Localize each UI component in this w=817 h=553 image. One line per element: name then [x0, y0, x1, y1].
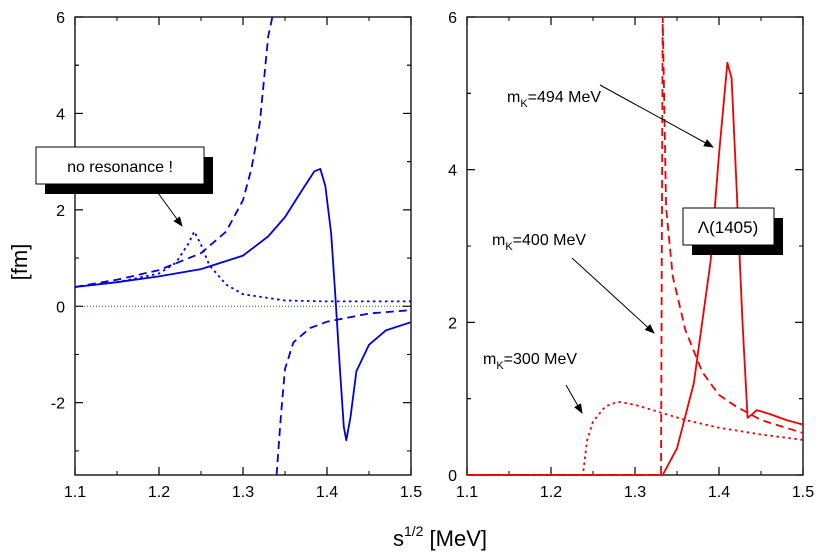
- left-series-solid-line: [74, 168, 412, 442]
- right-x-tick-label: 1.4: [708, 484, 730, 501]
- right-y-tick-label: 2: [448, 315, 457, 332]
- right-series-dotted-line: [467, 400, 804, 476]
- annotation-box: [35, 146, 205, 185]
- right-panel-series: [467, 16, 804, 476]
- x-axis-label-base: s: [393, 526, 404, 551]
- left-x-tick-label: 1.4: [316, 484, 338, 501]
- lambda-box: [682, 207, 775, 246]
- annotation-mk-400: mK=400 MeV: [492, 232, 655, 334]
- left-panel-series: [74, 16, 412, 476]
- annotation-text-mk-300: mK=300 MeV: [483, 351, 577, 372]
- left-y-tick-label: 6: [56, 10, 65, 27]
- right-x-tick-label: 1.1: [456, 484, 478, 501]
- right-x-tick-label: 1.5: [792, 484, 814, 501]
- left-axis-ticks: 1.1 1.2 1.3 1.4 1.5 -2 0 2 4 6: [51, 10, 422, 501]
- lambda-1405-label: Λ(1405): [682, 207, 783, 255]
- annotation-arrow-mk-400: [571, 257, 655, 334]
- left-y-tick-label: -2: [51, 396, 65, 413]
- left-y-tick-label: 0: [56, 299, 65, 316]
- left-series-dotted-line: [74, 230, 411, 303]
- lambda-label-text: Λ(1405): [698, 218, 759, 237]
- right-y-tick-label: 0: [448, 468, 457, 485]
- right-x-tick-label: 1.2: [540, 484, 562, 501]
- left-x-tick-label: 1.5: [400, 484, 422, 501]
- annotation-text-no-resonance: no resonance !: [67, 159, 173, 176]
- annotation-mk-494: mK=494 MeV: [507, 84, 714, 148]
- right-y-tick-label: 4: [448, 163, 457, 180]
- annotation-arrow-mk-300: [565, 384, 583, 414]
- right-series-dashed-line: [467, 16, 804, 476]
- right-series-solid-line: [467, 61, 804, 476]
- right-x-tick-label: 1.3: [624, 484, 646, 501]
- y-axis-label: [fm]: [7, 244, 32, 281]
- annotation-no-resonance: no resonance !: [35, 146, 213, 227]
- annotation-mk-300: mK=300 MeV: [483, 351, 583, 414]
- annotation-arrow-mk-494: [599, 84, 714, 148]
- left-x-tick-label: 1.2: [148, 484, 170, 501]
- left-x-tick-label: 1.3: [232, 484, 254, 501]
- x-axis-label: s1/2 [MeV]: [393, 523, 487, 551]
- x-axis-label-sup: 1/2: [404, 523, 424, 539]
- left-y-tick-label: 4: [56, 106, 65, 123]
- left-panel-frame: [74, 16, 412, 476]
- right-y-tick-label: 6: [448, 10, 457, 27]
- annotation-arrow-no-resonance: [152, 185, 183, 227]
- left-y-tick-label: 2: [56, 203, 65, 220]
- left-x-tick-label: 1.1: [64, 484, 86, 501]
- x-axis-label-unit: [MeV]: [423, 526, 487, 551]
- annotation-text-mk-400: mK=400 MeV: [492, 232, 586, 253]
- left-series-dashed-line: [74, 16, 412, 476]
- right-axis-ticks: 1.1 1.2 1.3 1.4 1.5 0 2 4 6: [448, 10, 814, 501]
- annotation-text-mk-494: mK=494 MeV: [507, 89, 601, 110]
